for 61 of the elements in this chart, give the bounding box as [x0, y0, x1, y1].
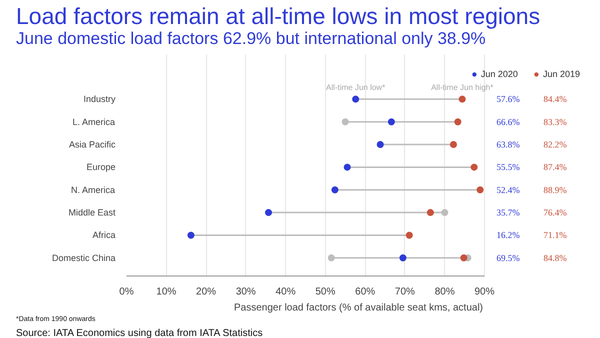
point	[399, 254, 406, 262]
point	[460, 254, 468, 262]
data-label: 16.2%	[496, 230, 520, 240]
x-tick-label: 60%	[355, 286, 376, 298]
data-label: 88.9%	[544, 184, 568, 195]
y-tick-label: N. America	[70, 184, 116, 195]
x-tick-label: 30%	[236, 286, 256, 298]
x-tick-label: 10%	[156, 286, 176, 298]
x-tick-label: 20%	[196, 286, 216, 298]
point	[344, 164, 351, 171]
x-tick-label: 70%	[394, 286, 416, 298]
point	[342, 118, 349, 126]
point	[265, 209, 272, 216]
source-note: Source: IATA Economics using data from IATA Statistics	[16, 328, 263, 338]
legend-label: Jun 2020	[480, 69, 518, 79]
point	[406, 232, 413, 239]
data-label: 63.8%	[496, 140, 520, 150]
annotation: All-time Jun high*	[431, 83, 494, 92]
data-label: 87.4%	[544, 162, 568, 172]
point	[458, 96, 466, 103]
point	[454, 118, 462, 126]
point	[476, 186, 484, 194]
data-label: 84.8%	[544, 252, 568, 263]
point	[426, 209, 434, 216]
point	[450, 141, 457, 148]
point	[388, 118, 395, 126]
x-tick-label: 80%	[434, 286, 455, 298]
data-label: 57.6%	[496, 94, 520, 104]
data-label: 71.1%	[544, 230, 568, 240]
x-tick-label: 90%	[474, 286, 495, 298]
y-tick-label: L. America	[72, 116, 116, 127]
annotation: All-time Jun low*	[326, 83, 386, 92]
data-label: 66.6%	[496, 116, 520, 127]
point	[470, 164, 478, 171]
y-tick-label: Europe	[86, 162, 116, 172]
x-tick-label: 0%	[119, 286, 134, 298]
point	[441, 209, 448, 216]
chart-subtitle: June domestic load factors 62.9% but international only 38.9%	[16, 29, 486, 49]
x-tick-label: 50%	[315, 286, 336, 298]
point	[376, 141, 384, 148]
point	[331, 186, 338, 194]
point	[328, 254, 335, 262]
x-axis-title: Passenger load factors (% of available seat kms, actual)	[234, 302, 484, 314]
data-label: 76.4%	[544, 208, 568, 218]
y-tick-label: Asia Pacific	[68, 140, 116, 150]
legend-label: Jun 2019	[542, 69, 580, 79]
point	[352, 96, 360, 103]
x-tick-label: 40%	[276, 286, 296, 298]
data-label: 55.5%	[496, 162, 520, 172]
point	[187, 232, 194, 239]
data-label: 84.4%	[544, 94, 568, 104]
data-label: 69.5%	[496, 252, 520, 263]
data-label: 82.2%	[544, 140, 568, 150]
y-tick-label: Domestic China	[52, 252, 116, 263]
y-tick-label: Africa	[92, 230, 116, 240]
data-label: 83.3%	[544, 116, 568, 127]
y-tick-label: Middle East	[68, 208, 116, 218]
y-tick-label: Industry	[83, 94, 116, 104]
data-label: 35.7%	[496, 208, 520, 218]
data-label: 52.4%	[496, 184, 520, 195]
chart-title: Load factors remain at all-time lows in most regions	[16, 3, 540, 30]
